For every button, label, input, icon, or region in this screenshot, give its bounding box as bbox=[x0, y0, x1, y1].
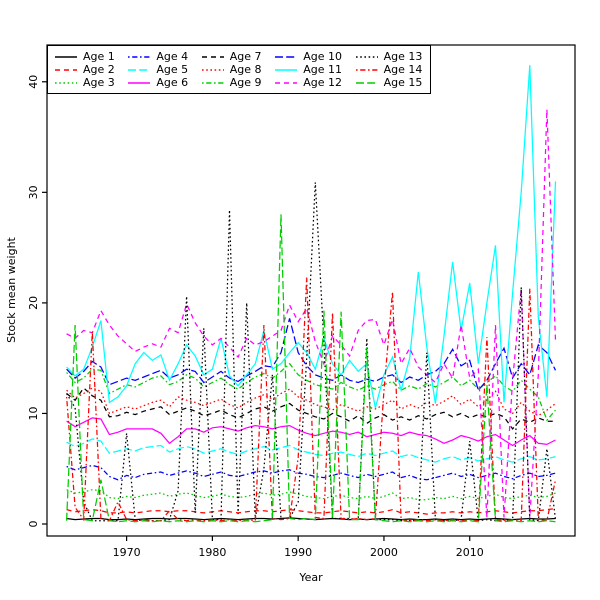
legend-item-age-9: Age 9 bbox=[201, 75, 265, 90]
series-line-age-3 bbox=[66, 489, 556, 501]
series-line-age-5 bbox=[66, 438, 556, 463]
legend-item-label: Age 2 bbox=[83, 62, 115, 76]
legend-item-label: Age 5 bbox=[156, 62, 189, 76]
legend-item-age-5: Age 5 bbox=[127, 62, 191, 77]
x-axis: 1970 1980 1990 2000 2010 bbox=[113, 536, 484, 559]
series-line-age-8 bbox=[66, 387, 556, 417]
legend-item-label: Age 10 bbox=[303, 50, 342, 63]
legend-item-age-14: Age 14 bbox=[355, 62, 426, 77]
legend-line-sample bbox=[355, 82, 378, 84]
legend-item-age-6: Age 6 bbox=[127, 75, 191, 90]
x-tick-label: 1990 bbox=[284, 546, 312, 559]
x-tick-label: 1970 bbox=[113, 546, 141, 559]
series-line-age-14 bbox=[65, 277, 557, 522]
legend-item-label: Age 1 bbox=[83, 50, 115, 63]
y-axis-title: Stock mean weight bbox=[5, 236, 18, 342]
legend-item-age-8: Age 8 bbox=[201, 62, 265, 77]
x-tick-label: 2000 bbox=[370, 546, 398, 559]
series-line-age-2 bbox=[66, 507, 556, 515]
legend-line-sample bbox=[128, 69, 151, 71]
legend-item-age-13: Age 13 bbox=[355, 50, 426, 64]
series-line-age-4 bbox=[66, 464, 556, 481]
legend-item-label: Age 15 bbox=[383, 75, 423, 89]
legend-item-label: Age 3 bbox=[83, 75, 115, 89]
legend-line-sample bbox=[355, 69, 378, 71]
series-line-age-10 bbox=[66, 318, 557, 392]
x-axis-title: Year bbox=[298, 571, 323, 584]
legend-item-age-15: Age 15 bbox=[355, 75, 426, 90]
legend-line-sample bbox=[128, 82, 151, 84]
legend-item-label: Age 11 bbox=[303, 62, 342, 76]
legend-line-sample bbox=[275, 56, 298, 59]
legend-line-sample bbox=[275, 69, 298, 71]
series-line-age-11 bbox=[66, 65, 557, 409]
legend-line-sample bbox=[201, 56, 224, 59]
legend-item-label: Age 13 bbox=[383, 50, 423, 63]
legend-line-sample bbox=[275, 82, 298, 84]
legend-item-label: Age 9 bbox=[229, 75, 262, 89]
y-tick-label: 30 bbox=[27, 185, 40, 199]
legend-item-label: Age 8 bbox=[229, 62, 262, 76]
legend-line-sample bbox=[128, 56, 151, 59]
legend-item-age-10: Age 10 bbox=[274, 50, 345, 64]
legend-line-sample bbox=[355, 56, 378, 59]
legend-line-sample bbox=[201, 69, 224, 71]
legend-item-label: Age 12 bbox=[303, 75, 342, 89]
series-line-age-12 bbox=[66, 109, 557, 519]
series-line-age-15 bbox=[65, 214, 556, 523]
series-lines bbox=[65, 65, 557, 523]
x-tick-label: 2010 bbox=[456, 546, 484, 559]
legend-item-label: Age 7 bbox=[229, 50, 262, 63]
y-axis: 0 10 20 30 40 bbox=[27, 75, 47, 528]
legend-item-age-7: Age 7 bbox=[201, 50, 265, 64]
series-line-age-7 bbox=[66, 387, 556, 430]
y-tick-label: 0 bbox=[27, 521, 40, 528]
legend-item-label: Age 14 bbox=[383, 62, 423, 76]
legend-item-label: Age 4 bbox=[156, 50, 189, 63]
legend-line-sample bbox=[55, 69, 77, 71]
legend: Age 1 Age 2 Age 3 Age 4 Age 5 Age 6 Age 7 Age 8… bbox=[47, 45, 431, 95]
x-tick-label: 1980 bbox=[198, 546, 226, 559]
legend-item-age-11: Age 11 bbox=[274, 62, 345, 77]
legend-item-age-1: Age 1 bbox=[54, 50, 118, 64]
legend-item-age-2: Age 2 bbox=[54, 62, 118, 77]
legend-line-sample bbox=[201, 82, 224, 84]
legend-item-age-3: Age 3 bbox=[54, 75, 118, 90]
y-tick-label: 10 bbox=[27, 406, 40, 420]
legend-line-sample bbox=[55, 56, 77, 59]
legend-item-label: Age 6 bbox=[156, 75, 189, 89]
legend-line-sample bbox=[55, 82, 77, 84]
plot-border bbox=[46, 44, 576, 537]
legend-item-age-4: Age 4 bbox=[127, 50, 191, 64]
legend-item-age-12: Age 12 bbox=[274, 75, 345, 90]
series-line-age-6 bbox=[66, 417, 556, 447]
y-tick-label: 40 bbox=[27, 75, 40, 89]
y-tick-label: 20 bbox=[27, 296, 40, 310]
series-line-age-9 bbox=[66, 362, 556, 422]
